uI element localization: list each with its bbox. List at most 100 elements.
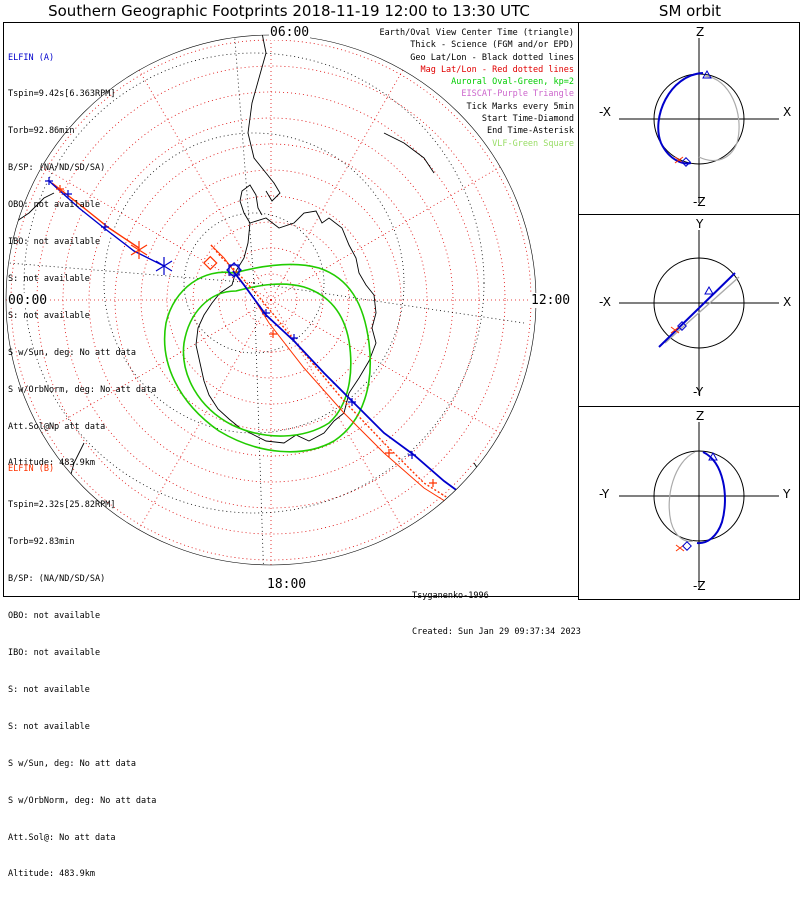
antarctica-coast (195, 210, 377, 444)
sm-orbit-xy-right-label: X (783, 295, 792, 309)
elfin-b-info: ELFIN (B) Tspin=2.32s[25.82RPM] Torb=92.… (8, 438, 156, 905)
sm-orbit-yz-plot (619, 422, 779, 587)
elfin-a-info: ELFIN (A) Tspin=9.42s[6.363RPM] Torb=92.… (8, 27, 156, 494)
sm-orbit-yz-start-triangle (708, 451, 718, 461)
geo-lat-grid (8, 35, 525, 565)
created-timestamp: Created: Sun Jan 29 09:37:34 2023 (412, 627, 581, 637)
legend-entry: VLF-Green Square (492, 138, 574, 149)
sm-orbit-xz-plot (619, 38, 779, 203)
auroral-oval (163, 263, 372, 453)
elfin-b-tick (429, 479, 437, 487)
sm-orbit-xz-start-triangle (702, 69, 712, 79)
legend-entry: Auroral Oval-Green, kp=2 (451, 77, 574, 88)
elfin-a-end-asterisk (155, 257, 173, 275)
legend-entry: End Time-Asterisk (487, 126, 574, 137)
elfin-a-ticks (45, 177, 472, 495)
sm-orbit-xz-right-label: X (783, 105, 792, 119)
sm-orbit-xy-elfin-b-asterisk (670, 326, 680, 334)
map-disk (6, 35, 536, 565)
elfin-a-line: S w/OrbNorm, deg: No att data (8, 384, 157, 395)
elfin-a-start-square (228, 264, 240, 276)
elfin-a-tick (262, 309, 270, 317)
auroral-oval-outer (163, 263, 372, 453)
sm-orbit-yz-left-label: -Y (599, 487, 610, 501)
elfin-b-end-asterisk (130, 241, 148, 259)
hour-label-left: 00:00 (7, 293, 49, 308)
sm-orbit-xz-top-label: Z (696, 25, 705, 39)
elfin-a-tick (64, 190, 72, 198)
elfin-a-line: B/SP: (NA/ND/SD/SA) (8, 163, 106, 174)
legend-entry: Mag Lat/Lon - Red dotted lines (420, 64, 574, 75)
sm-orbit-xz-elfin-a (657, 72, 704, 165)
elfin-b-tick (385, 449, 393, 457)
mag-lon-grid (6, 35, 536, 565)
sm-orbit-xz-panel: Z -Z -X X (578, 22, 800, 215)
sm-orbit-yz-top-label: Z (696, 409, 705, 423)
footprint-map (5, 34, 537, 566)
elfin-b-line: S: not available (8, 721, 90, 732)
elfin-a-tick (348, 398, 356, 406)
sm-orbit-xz-left-label: -X (599, 105, 611, 119)
sm-orbit-xy-diamond (677, 321, 687, 331)
sm-orbit-xz-bottom-label: -Z (693, 195, 706, 209)
legend-entry: EISCAT-Purple Triangle (461, 89, 574, 100)
elfin-a-name: ELFIN (A) (8, 52, 55, 63)
sm-orbit-xy-start-triangle (704, 285, 714, 295)
hour-label-bottom: 18:00 (266, 577, 308, 592)
sm-orbit-xz-diamond (681, 157, 691, 167)
elfin-a-line: S w/Sun, deg: No att data (8, 347, 136, 358)
model-name: Tsyganenko-1996 (412, 591, 489, 601)
legend-entry: Start Time-Diamond (481, 114, 574, 125)
legend-entry: Geo Lat/Lon - Black dotted lines (410, 52, 574, 63)
elfin-b-line: Altitude: 483.9km (8, 869, 95, 880)
sm-orbit-xy-elfin-a (658, 272, 736, 348)
elfin-a-tick (290, 334, 298, 342)
elfin-a-line: OBO: not available (8, 200, 101, 211)
footer: Tsyganenko-1996 Created: Sun Jan 29 09:3… (412, 566, 581, 662)
elfin-a-line: Torb=92.86min (8, 126, 75, 137)
auroral-oval-inner (182, 283, 352, 437)
elfin-a-line: IBO: not available (8, 237, 101, 248)
elfin-a-tick (408, 451, 416, 459)
elfin-b-start-diamond (203, 255, 218, 271)
footprint-map-panel: 06:00 00:00 12:00 18:00 ELFIN (A) Tspin=… (3, 22, 581, 879)
elfin-b-tick (56, 185, 64, 193)
sm-orbit-xy-left-label: -X (599, 295, 611, 309)
elfin-b-line: Att.Sol@: No att data (8, 832, 116, 843)
coast-west (13, 192, 55, 224)
elfin-a-tick (45, 177, 53, 185)
south-america-coast (247, 35, 281, 202)
elfin-a-line: S: not available (8, 310, 90, 321)
australia-coast (423, 507, 525, 539)
elfin-b-end-mark (493, 509, 505, 523)
elfin-a-start-diamond (226, 262, 242, 278)
elfin-b-line: Torb=92.83min (8, 537, 75, 548)
sm-orbit-xy-plot (619, 230, 779, 395)
coast-east (383, 132, 435, 174)
map-title: Southern Geographic Footprints 2018-11-1… (48, 2, 530, 20)
elfin-b-tick (269, 330, 277, 338)
elfin-b-line: S: not available (8, 684, 90, 695)
sm-orbit-xy-panel: Y -Y -X X (578, 214, 800, 407)
sm-orbit-xy-bottom-label: -Y (693, 385, 704, 399)
hour-label-top: 06:00 (269, 25, 311, 40)
elfin-b-line: Tspin=2.32s[25.82RPM] (8, 500, 116, 511)
new-zealand-coast (473, 462, 495, 504)
sm-orbit-yz-panel: Z -Z -Y Y (578, 406, 800, 600)
hour-label-right: 12:00 (530, 293, 572, 308)
legend: Earth/Oval View Center Time (triangle) T… (380, 27, 574, 150)
elfin-b-line: S w/Sun, deg: No att data (8, 758, 136, 769)
elfin-b-line: IBO: not available (8, 648, 101, 659)
sm-orbit-xy-top-label: Y (696, 217, 704, 231)
legend-entry: Thick - Science (FGM and/or EPD) (410, 40, 574, 51)
elfin-b-name: ELFIN (B) (8, 463, 55, 474)
antarctic-peninsula (239, 184, 263, 224)
elfin-a-line: Altitude: 483.9km (8, 458, 95, 469)
sm-orbit-yz-elfin-a (696, 451, 726, 545)
sm-orbit-yz-bottom-label: -Z (693, 579, 706, 593)
elfin-a-line: Att.Sol@Np att data (8, 421, 106, 432)
legend-entry: Earth/Oval View Center Time (triangle) (379, 28, 574, 38)
elfin-a-tick (464, 487, 472, 495)
elfin-a-line: S: not available (8, 273, 90, 284)
elfin-b-line: OBO: not available (8, 611, 101, 622)
